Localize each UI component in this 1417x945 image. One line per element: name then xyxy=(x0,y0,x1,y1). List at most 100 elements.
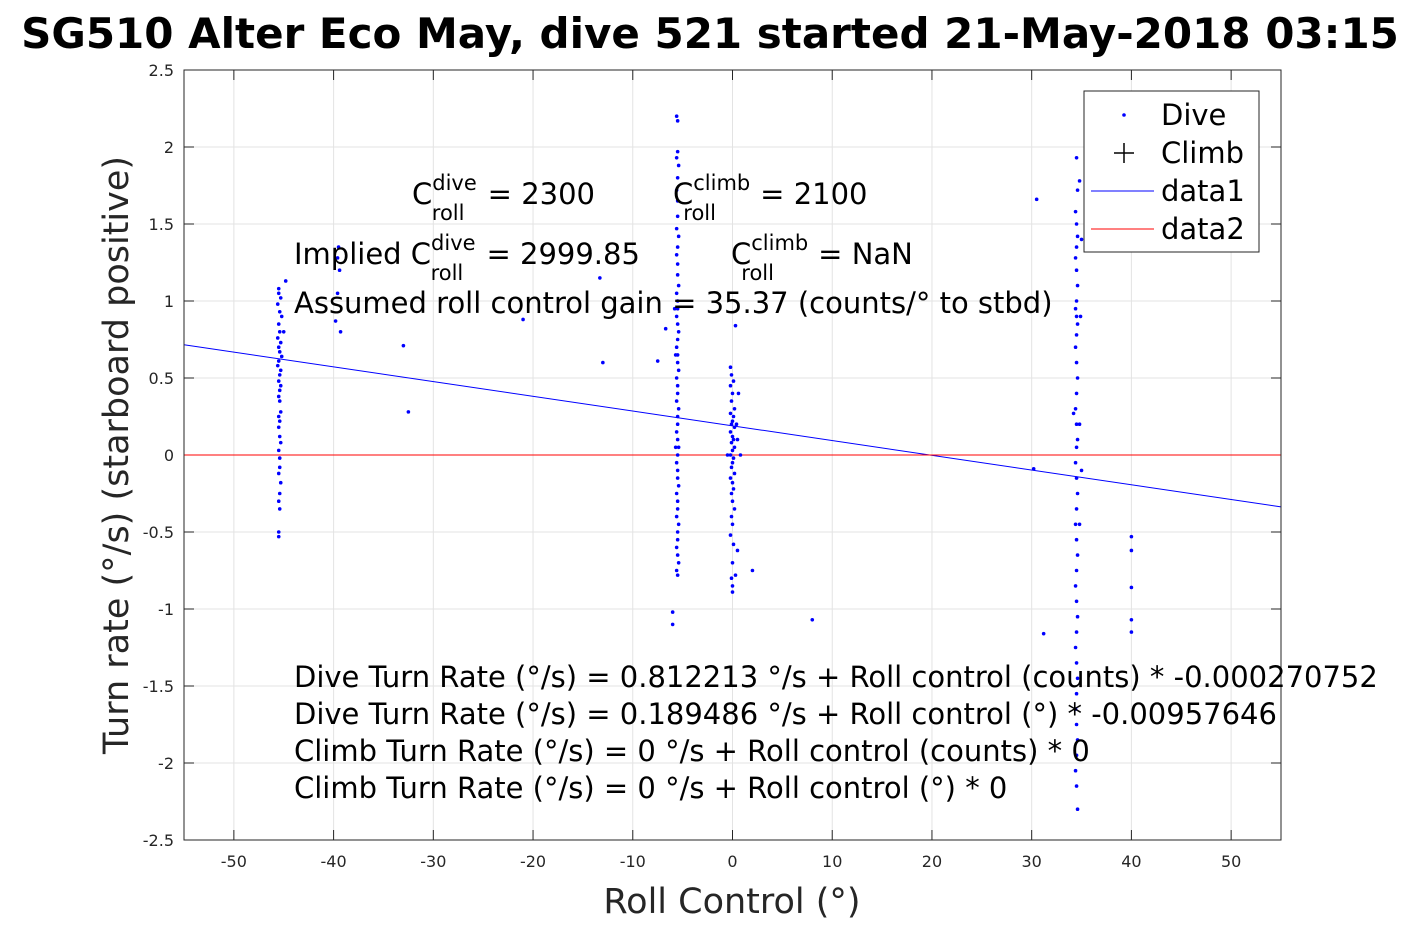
y-tick-label: 2 xyxy=(164,138,174,157)
x-axis-label: Roll Control (°) xyxy=(603,882,860,922)
data-point-dive xyxy=(675,453,680,457)
data-point-dive xyxy=(675,149,680,154)
data-point-dive xyxy=(728,365,733,370)
x-tick-label: 40 xyxy=(1121,852,1141,871)
data-point-dive xyxy=(675,468,680,473)
implied-c-roll-dive-annotation: Implied Cdive roll = 2999.85 xyxy=(294,231,640,285)
data-point-dive xyxy=(276,530,281,534)
data-point-dive xyxy=(1041,631,1046,636)
data-point-dive xyxy=(733,573,738,577)
data-point-dive xyxy=(675,262,680,266)
data-point-dive xyxy=(673,353,678,357)
x-tick-label: 30 xyxy=(1022,852,1042,871)
data-point-dive xyxy=(278,368,283,373)
data-point-dive xyxy=(731,414,736,419)
data-point-dive xyxy=(730,448,735,453)
legend-data1-label: data1 xyxy=(1161,174,1245,208)
data-point-dive xyxy=(728,453,733,457)
data-point-dive xyxy=(1074,314,1079,319)
data-point-dive xyxy=(729,576,734,580)
data-point-dive xyxy=(676,445,681,450)
y-axis-label: Turn rate (°/s) (starboard positive) xyxy=(97,156,137,755)
data-point-dive xyxy=(1074,268,1079,273)
data-point-dive xyxy=(734,422,739,427)
c-roll-climb-annotation: Cclimb roll = 2100 xyxy=(673,171,868,225)
data-point-dive xyxy=(676,234,681,239)
data-point-dive xyxy=(1075,738,1080,742)
data-point-dive xyxy=(1073,645,1078,650)
data-point-dive xyxy=(735,548,740,553)
data-point-dive xyxy=(728,430,733,434)
data-point-dive xyxy=(672,306,677,311)
data-point-dive xyxy=(675,476,680,480)
data-point-dive xyxy=(730,499,735,504)
data-point-dive xyxy=(278,383,283,388)
y-tick-label: -1.5 xyxy=(143,677,174,696)
data-point-dive xyxy=(675,299,680,303)
data-point-dive xyxy=(729,422,734,427)
data-point-dive xyxy=(276,414,281,419)
data-point-dive xyxy=(676,330,681,334)
data-point-dive xyxy=(675,306,680,311)
data-point-dive xyxy=(675,422,680,427)
legend-data2-label: data2 xyxy=(1161,212,1245,246)
data-point-dive xyxy=(1074,476,1079,480)
data-point-dive xyxy=(1075,807,1080,811)
fit-line-climb-counts: Climb Turn Rate (°/s) = 0 °/s + Roll con… xyxy=(294,734,1090,768)
data-point-dive xyxy=(730,460,735,465)
data-point-dive xyxy=(601,360,605,365)
data-point-dive xyxy=(1077,179,1082,183)
data-point-dive xyxy=(277,507,282,511)
y-tick-label: 2.5 xyxy=(149,61,174,80)
data-point-dive xyxy=(276,499,281,504)
data-point-dive xyxy=(1073,345,1078,350)
data-point-dive xyxy=(674,491,679,496)
data-point-dive xyxy=(732,507,737,511)
data-point-dive xyxy=(275,302,280,306)
legend-box xyxy=(1083,90,1260,253)
data-point-dive xyxy=(675,499,680,504)
data-point-dive xyxy=(675,214,680,219)
data-point-dive xyxy=(736,391,741,396)
data-point-dive xyxy=(1075,322,1080,326)
data-point-dive xyxy=(1129,630,1134,634)
data-point-dive xyxy=(1074,391,1079,396)
y-tick-label: 1 xyxy=(164,292,174,311)
data-point-dive xyxy=(276,448,281,453)
data-point-dive xyxy=(676,522,681,527)
data-point-dive xyxy=(1074,691,1079,696)
data-point-dive xyxy=(675,199,680,203)
x-tick-labels: -50 -40 -30 -20 -10 0 10 20 30 40 50 xyxy=(221,852,1242,871)
data-point-dive xyxy=(1031,467,1036,471)
data-point-dive xyxy=(674,188,679,192)
data-point-dive xyxy=(1077,422,1082,427)
data-point-dive xyxy=(730,391,735,396)
legend-dive-label: Dive xyxy=(1161,98,1226,132)
data-point-dive xyxy=(675,322,680,326)
data-point-dive xyxy=(1077,522,1082,527)
data-point-dive xyxy=(1075,437,1080,442)
data-point-dive xyxy=(676,407,681,411)
data-point-dive xyxy=(674,155,679,160)
data-point-dive xyxy=(1075,376,1080,380)
data-point-dive xyxy=(1071,411,1076,416)
data-point-dive xyxy=(276,286,281,291)
data-point-dive xyxy=(277,388,282,393)
data-point-dive xyxy=(279,354,284,359)
data-point-dive xyxy=(1075,676,1080,681)
data-point-dive xyxy=(728,383,733,388)
data-point-dive xyxy=(276,534,281,539)
data-point-dive xyxy=(1129,548,1134,553)
data-point-dive xyxy=(1074,722,1079,727)
data-point-dive xyxy=(676,484,681,488)
data-point-dive xyxy=(1074,753,1079,758)
y-tick-label: -1 xyxy=(158,600,174,619)
chart-title: SG510 Alter Eco May, dive 521 started 21… xyxy=(21,9,1399,58)
x-tick-label: -10 xyxy=(620,852,646,871)
data-point-dive xyxy=(278,480,283,485)
data-point-dive xyxy=(730,419,735,423)
data-point-dive xyxy=(1074,507,1079,511)
data-point-dive xyxy=(277,491,282,496)
data-point-dive xyxy=(674,460,679,465)
data-point-dive xyxy=(733,323,738,328)
